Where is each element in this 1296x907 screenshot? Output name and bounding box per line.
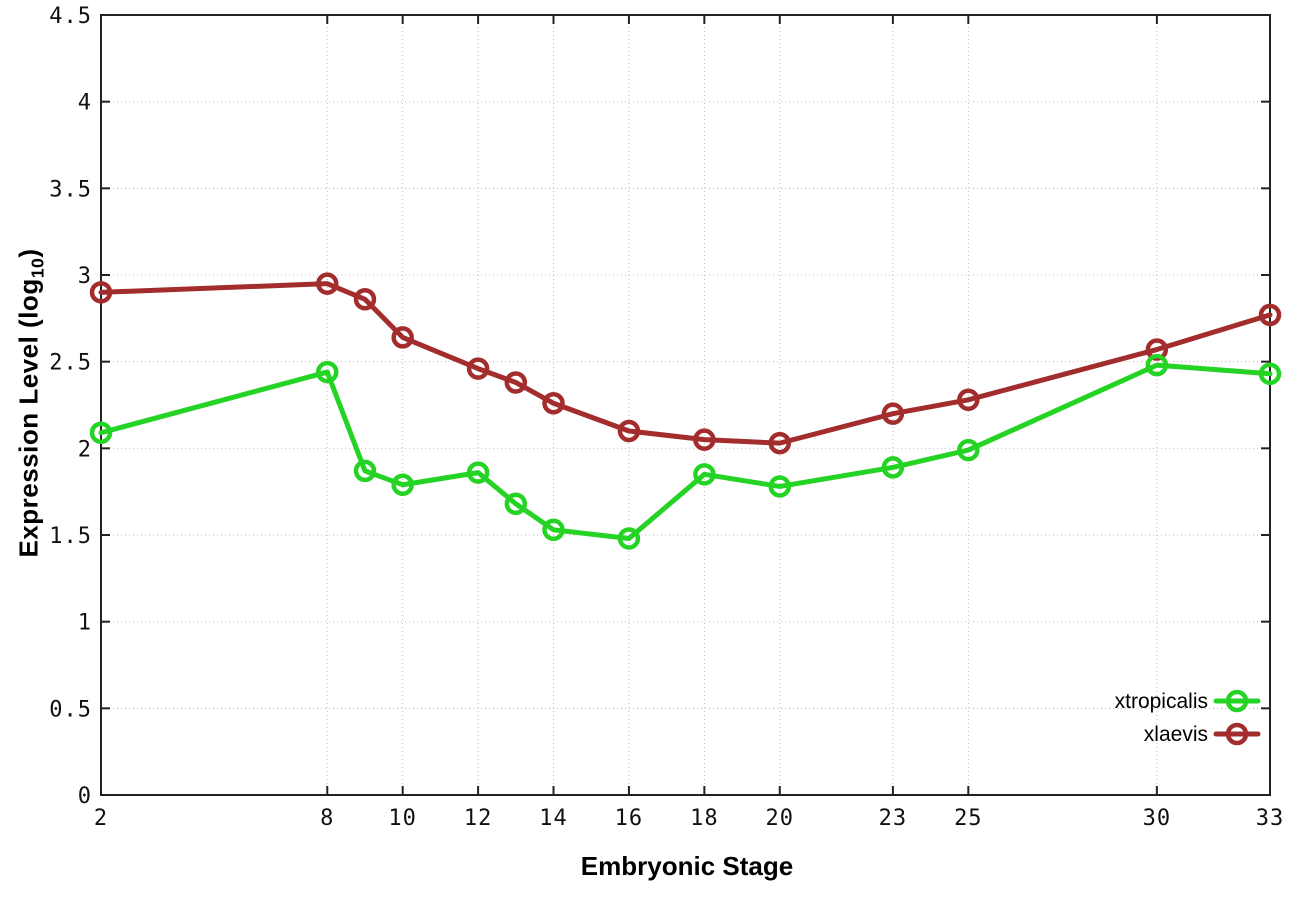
x-tick-label: 30	[1143, 806, 1172, 831]
x-tick-label: 2	[94, 806, 108, 831]
data-point-marker-xtropicalis	[957, 438, 980, 462]
data-point-marker-xlaevis	[617, 419, 641, 443]
y-axis-title: Expression Level (log10)	[13, 248, 48, 557]
data-point-marker-xtropicalis	[391, 473, 414, 496]
data-point-marker-xtropicalis	[1145, 353, 1169, 377]
x-tick-label: 20	[766, 806, 795, 831]
x-tick-label: 25	[954, 806, 983, 831]
data-point-marker-xlaevis	[316, 272, 339, 295]
y-tick-label: 1	[78, 611, 92, 636]
data-point-marker-xtropicalis	[542, 518, 565, 542]
y-tick-label: 2.5	[49, 351, 92, 376]
data-point-marker-xtropicalis	[768, 475, 792, 498]
data-point-marker-xtropicalis	[353, 459, 377, 483]
data-point-marker-xlaevis	[1145, 338, 1169, 361]
data-point-marker-xtropicalis	[693, 463, 716, 486]
y-axis-title-subscript: 10	[27, 257, 48, 279]
y-axis-title-suffix: )	[13, 248, 44, 258]
legend-marker-xlaevis	[1225, 722, 1249, 746]
data-point-marker-xlaevis	[391, 326, 414, 349]
y-axis-title-text: Expression Level (log	[13, 278, 44, 558]
data-point-marker-xlaevis	[693, 428, 716, 451]
data-point-marker-xlaevis	[89, 281, 113, 304]
series-line-xtropicalis	[98, 362, 1273, 541]
y-tick-label: 4	[78, 91, 92, 116]
data-point-marker-xtropicalis	[316, 360, 339, 384]
data-point-marker-xtropicalis	[1258, 362, 1282, 386]
data-point-marker-xlaevis	[353, 288, 377, 311]
data-point-marker-xlaevis	[466, 357, 490, 380]
y-tick-label: 2	[78, 437, 92, 462]
data-point-marker-xtropicalis	[466, 461, 490, 484]
y-tick-label: 1.5	[49, 524, 92, 549]
y-tick-label: 4.5	[49, 4, 92, 29]
x-tick-label: 12	[464, 806, 493, 831]
x-tick-label: 33	[1256, 806, 1285, 831]
data-point-marker-xtropicalis	[89, 421, 113, 444]
data-point-marker-xlaevis	[768, 431, 792, 455]
legend-label-xlaevis: xlaevis	[1144, 723, 1208, 746]
legend-label-xtropicalis: xtropicalis	[1115, 690, 1208, 713]
y-tick-label: 0.5	[49, 697, 92, 722]
data-point-marker-xtropicalis	[617, 527, 641, 550]
x-axis-title: Embryonic Stage	[580, 851, 794, 881]
legend-marker-xtropicalis	[1225, 689, 1249, 713]
data-point-marker-xtropicalis	[881, 456, 905, 479]
x-tick-label: 23	[879, 806, 908, 831]
data-point-marker-xlaevis	[1258, 303, 1282, 327]
series-line-xlaevis	[98, 281, 1273, 446]
y-tick-label: 3.5	[49, 177, 92, 202]
x-tick-label: 18	[690, 806, 719, 831]
x-tick-label: 8	[320, 806, 334, 831]
y-tick-label: 3	[78, 264, 92, 289]
data-point-marker-xlaevis	[957, 388, 980, 412]
data-point-marker-xlaevis	[542, 392, 565, 415]
data-point-marker-xlaevis	[504, 371, 528, 394]
x-tick-label: 16	[615, 806, 644, 831]
x-tick-label: 14	[539, 806, 568, 831]
data-point-marker-xlaevis	[881, 402, 905, 425]
y-tick-label: 0	[78, 784, 92, 809]
data-point-marker-xtropicalis	[504, 492, 528, 516]
plot-border	[100, 14, 1271, 796]
x-tick-label: 10	[388, 806, 417, 831]
